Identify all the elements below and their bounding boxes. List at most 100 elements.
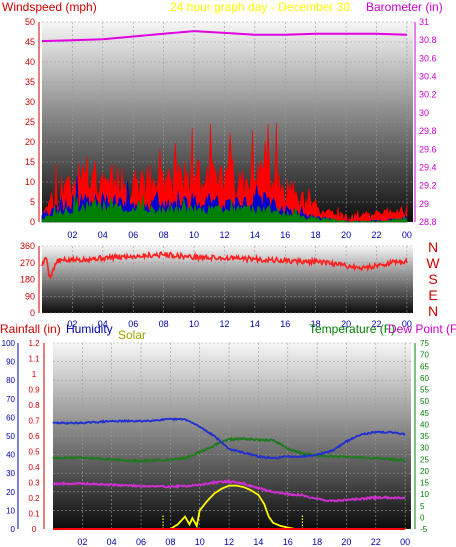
- rainfall-tick-label: 0.2: [28, 494, 40, 503]
- direction-tick-label: 180: [20, 275, 35, 285]
- wind-panel-x-tick-label: 18: [311, 230, 321, 240]
- temp-panel-x-tick-label: 04: [107, 537, 117, 547]
- temperature-tick-label: 5: [420, 502, 425, 511]
- barometer-tick-label: 28.8: [419, 217, 437, 227]
- wind-panel-x-tick-label: 00: [402, 230, 412, 240]
- barometer-line: [41, 30, 407, 43]
- direction-tick-label: 270: [20, 258, 35, 268]
- humidity-tick-label: 30: [6, 469, 15, 478]
- graph-title: 24 hour graph day - December 30: [170, 0, 350, 14]
- temperature-tick-label: 55: [420, 386, 429, 395]
- humidity-tick-label: 20: [6, 488, 15, 497]
- barometer-tick-label: 30.4: [419, 72, 437, 82]
- temp-panel-x-tick-label: 18: [312, 537, 322, 547]
- direction-tick-label: 90: [25, 291, 35, 301]
- direction-panel-x-tick-label: 18: [311, 319, 321, 329]
- humidity-tick-label: 80: [6, 376, 15, 385]
- temp-panel-x-tick-label: 06: [136, 537, 146, 547]
- rainfall-tick-label: 0.5: [28, 448, 40, 457]
- temp-panel-x-tick-label: 14: [253, 537, 263, 547]
- compass-label: S: [428, 271, 437, 287]
- windspeed-tick-label: 40: [25, 57, 35, 67]
- temp-panel-x-tick-label: 12: [224, 537, 234, 547]
- barometer-tick-label: 29: [419, 199, 429, 209]
- temp-panel-x-tick-label: 00: [400, 537, 410, 547]
- temperature-tick-label: 60: [420, 374, 429, 383]
- barometer-tick-label: 30.8: [419, 35, 437, 45]
- dew-point-line: [52, 478, 406, 503]
- windspeed-tick-label: 20: [25, 137, 35, 147]
- windspeed-tick-label: 35: [25, 77, 35, 87]
- compass-label: N: [428, 303, 438, 319]
- direction-panel-x-tick-label: 16: [280, 319, 290, 329]
- direction-panel-x-tick-label: 10: [189, 319, 199, 329]
- direction-panel-x-tick-label: 14: [250, 319, 260, 329]
- direction-panel-x-tick-label: 08: [159, 319, 169, 329]
- humidity-tick-label: 0: [11, 525, 16, 534]
- compass-label: N: [428, 239, 438, 255]
- wind-panel-x-tick-label: 06: [128, 230, 138, 240]
- rainfall-tick-label: 0.7: [28, 417, 40, 426]
- temperature-tick-label: 20: [420, 467, 429, 476]
- windspeed-tick-label: 50: [25, 17, 35, 27]
- barometer-tick-label: 29.6: [419, 144, 437, 154]
- dew-point-axis-label: Dew Point (F): [388, 322, 456, 336]
- barometer-tick-label: 30.6: [419, 53, 437, 63]
- windspeed-tick-label: 10: [25, 177, 35, 187]
- wind-panel-x-tick-label: 08: [159, 230, 169, 240]
- temperature-tick-label: 50: [420, 397, 429, 406]
- barometer-tick-label: 29.4: [419, 162, 437, 172]
- temperature-tick-label: 75: [420, 339, 429, 348]
- windspeed-tick-label: 0: [30, 217, 35, 227]
- rainfall-tick-label: 0.8: [28, 401, 40, 410]
- temperature-tick-label: 65: [420, 362, 429, 371]
- rainfall-axis-label: Rainfall (in): [0, 322, 61, 336]
- rainfall-tick-label: 1.2: [28, 339, 40, 348]
- humidity-line: [52, 417, 406, 460]
- rainfall-tick-label: 0: [32, 525, 37, 534]
- temp-panel-x-tick-label: 22: [371, 537, 381, 547]
- direction-panel-x-tick-label: 06: [128, 319, 138, 329]
- windspeed-tick-label: 5: [30, 197, 35, 207]
- temperature-tick-label: 10: [420, 490, 429, 499]
- wind-panel-x-tick-label: 22: [372, 230, 382, 240]
- humidity-temperature-panel: 010203040506070809010000.10.20.30.40.50.…: [2, 339, 430, 547]
- barometer-axis-label: Barometer (in): [366, 0, 443, 14]
- temp-panel-x-tick-label: 16: [283, 537, 293, 547]
- humidity-tick-label: 90: [6, 358, 15, 367]
- wind-panel-x-tick-label: 12: [219, 230, 229, 240]
- humidity-tick-label: 10: [6, 506, 15, 515]
- solar-axis-label: Solar: [118, 328, 146, 342]
- humidity-tick-label: 40: [6, 451, 15, 460]
- temp-panel-x-tick-label: 10: [195, 537, 205, 547]
- wind-panel-x-tick-label: 04: [98, 230, 108, 240]
- wind-panel-x-tick-label: 02: [67, 230, 77, 240]
- direction-tick-label: 0: [30, 308, 35, 318]
- direction-tick-label: 360: [20, 241, 35, 251]
- direction-panel-x-tick-label: 04: [98, 319, 108, 329]
- direction-panel-x-tick-label: 02: [67, 319, 77, 329]
- wind-panel-x-tick-label: 10: [189, 230, 199, 240]
- humidity-axis-label: Humidity: [66, 322, 113, 336]
- wind-barometer-panel: 0 5 10 15 20 25 30 35 40 45 50 28.8 29 29.2 29.4 29.6 29…: [25, 17, 437, 240]
- temperature-tick-label: 40: [420, 420, 429, 429]
- compass-label: W: [426, 255, 440, 271]
- solar-line: [163, 484, 303, 530]
- rainfall-tick-label: 0.6: [28, 432, 40, 441]
- windspeed-tick-label: 15: [25, 157, 35, 167]
- humidity-tick-label: 50: [6, 432, 15, 441]
- rainfall-tick-label: 1.1: [28, 355, 40, 364]
- compass-label: E: [428, 287, 437, 303]
- temperature-line: [52, 436, 406, 464]
- wind-panel-x-tick-label: 16: [280, 230, 290, 240]
- humidity-tick-label: 70: [6, 395, 15, 404]
- barometer-tick-label: 30: [419, 108, 429, 118]
- humidity-tick-label: 100: [2, 339, 16, 348]
- windspeed-tick-label: 45: [25, 37, 35, 47]
- direction-panel-x-tick-label: 00: [402, 319, 412, 329]
- temp-panel-x-tick-label: 20: [341, 537, 351, 547]
- direction-panel-x-tick-label: 20: [341, 319, 351, 329]
